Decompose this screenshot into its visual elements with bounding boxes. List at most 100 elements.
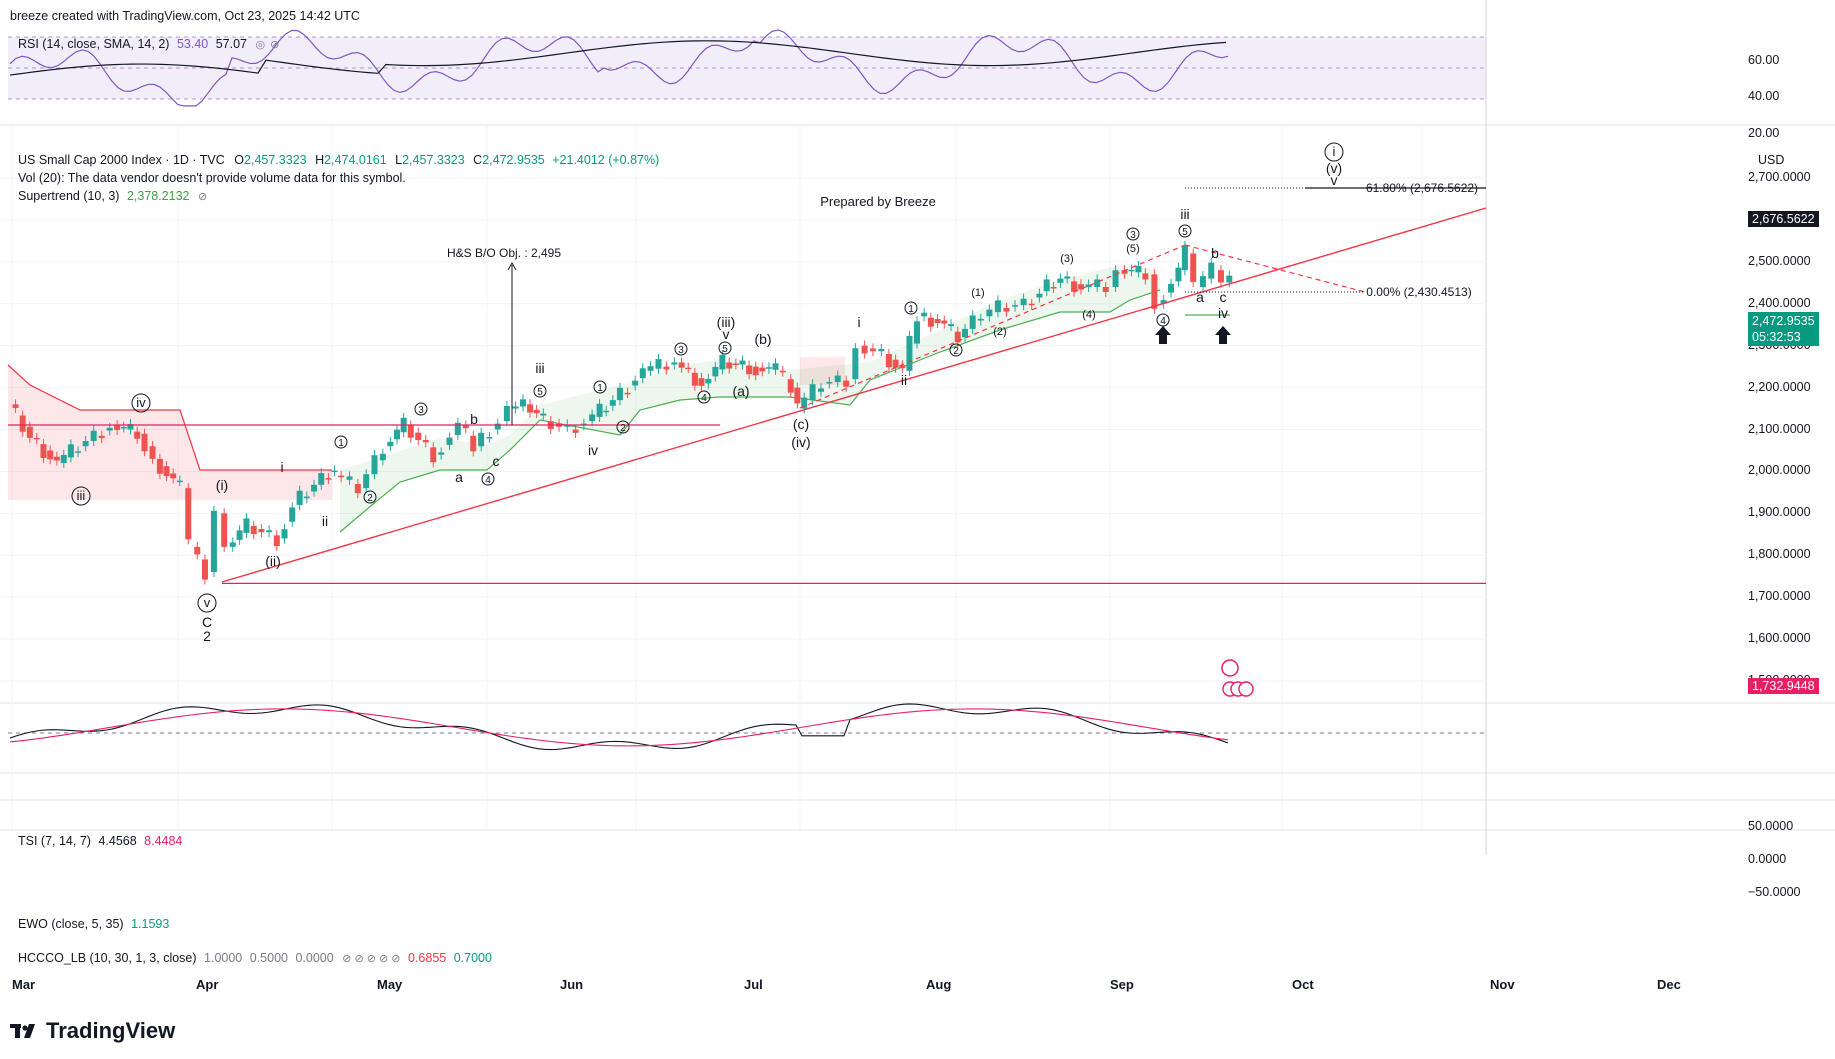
economic-event-icon — [1238, 681, 1254, 697]
candle-body — [379, 453, 386, 461]
last-price-tag: 2,472.9535 05:32:53 — [1748, 312, 1819, 346]
candle-body — [969, 315, 976, 329]
wave-iii-circled-ring — [71, 486, 91, 506]
disable-icon[interactable]: ⊘ — [270, 39, 280, 51]
candle-body — [1064, 276, 1071, 279]
wave-2-a-ring — [363, 490, 377, 504]
candle-body — [120, 426, 127, 429]
candle-body — [1020, 298, 1027, 306]
rsi-value: 53.40 — [176, 37, 209, 51]
prepared-by-label: Prepared by Breeze — [820, 194, 936, 209]
candle-body — [1071, 281, 1078, 292]
wave-iii-top: iii — [1180, 206, 1189, 222]
candle-body — [289, 507, 296, 522]
candle-body — [1151, 274, 1158, 309]
wave-5-b: 5 — [722, 344, 728, 355]
eye-icon[interactable]: ◎ — [255, 39, 266, 51]
wave-v-circled: v — [204, 595, 211, 610]
wave-i-circled-top: i — [1333, 144, 1336, 159]
candle-body — [1094, 279, 1101, 287]
candle-body — [462, 425, 469, 429]
price-tick-label: 2,700.0000 — [1748, 170, 1811, 184]
candle-body — [1142, 273, 1149, 280]
candle-body — [809, 384, 816, 401]
up-arrow-icon — [1155, 326, 1171, 344]
candle-body — [685, 367, 692, 370]
x-label-jun: Jun — [560, 977, 584, 992]
rsi-tick-40: 40.00 — [1748, 89, 1780, 103]
open-label: O — [234, 153, 245, 167]
candle-body — [869, 348, 876, 352]
candle-body — [141, 433, 148, 452]
candle-body — [906, 336, 913, 371]
candle-body — [1175, 267, 1182, 282]
candle-body — [752, 366, 759, 376]
wave-1-c: 1 — [908, 304, 914, 315]
candle-body — [671, 362, 678, 365]
wave-4-b-ring — [697, 390, 711, 404]
candle-body — [407, 425, 414, 438]
wave-i-paren: (i) — [216, 477, 228, 493]
candle-body — [422, 439, 429, 443]
wave-a-label: a — [455, 469, 463, 485]
wave-2-a: 2 — [367, 493, 373, 504]
change-value: +21.4012 (+0.87%) — [552, 153, 660, 167]
wave-3-a-ring — [414, 402, 428, 416]
wave-ii-paren: (ii) — [265, 553, 281, 569]
candle-body — [861, 345, 868, 354]
wave-5-b-ring — [718, 341, 732, 355]
x-label-oct: Oct — [1292, 977, 1314, 992]
candle-body — [726, 362, 733, 369]
candle-body — [787, 379, 794, 393]
candle-body — [977, 318, 984, 321]
candle-body — [258, 529, 265, 533]
wave-iv-label: iv — [588, 442, 598, 458]
wave-c-oct: c — [1220, 289, 1227, 305]
tsi-tick-neg50: −50.0000 — [1748, 885, 1801, 899]
candle-body — [163, 466, 170, 477]
candle-body — [53, 456, 60, 461]
candle-body — [817, 388, 824, 392]
candle-body — [1102, 286, 1109, 293]
wave-b-paren: (b) — [754, 331, 771, 347]
candle-body — [589, 414, 596, 422]
candle-body — [127, 424, 134, 430]
candle-body — [712, 366, 719, 377]
open-value: 2,457.3323 — [244, 153, 307, 167]
candle-body — [266, 530, 273, 533]
tradingview-logo-icon — [10, 1024, 35, 1038]
candle-body — [47, 450, 54, 460]
candle-body — [438, 452, 445, 455]
candle-body — [885, 354, 892, 368]
wave-3-b-ring — [674, 342, 688, 356]
tradingview-logo[interactable]: TradingView — [10, 1018, 175, 1044]
candle-body — [1128, 269, 1135, 272]
eye-icon[interactable]: ⊘ ⊘ ⊘ ⊘ ⊘ — [342, 953, 401, 965]
candle-body — [794, 387, 801, 404]
x-label-mar: Mar — [12, 977, 36, 992]
rsi-label: RSI (14, close, SMA, 14, 2) — [18, 37, 170, 51]
candle-body — [1160, 300, 1167, 304]
candle-body — [512, 406, 519, 409]
wave-4-c: 4 — [1160, 316, 1166, 327]
candle-body — [394, 429, 400, 440]
wave-ii-aug: ii — [901, 372, 907, 388]
fib-0-label: 0.00% (2,430.4513) — [1366, 285, 1471, 299]
candle-body — [82, 441, 89, 447]
supertrend-down-line — [7, 364, 332, 471]
wave-iv-circled-ring — [131, 393, 151, 413]
x-label-may: May — [377, 977, 403, 992]
wave-5-c-ring — [1178, 224, 1192, 238]
candle-body — [705, 378, 712, 384]
candle-body — [1208, 262, 1215, 279]
wave-2-b: 2 — [620, 423, 626, 434]
wave-i-circled-top-ring — [1324, 142, 1344, 162]
wave-1-a: 1 — [338, 438, 344, 449]
hccco-v5: 0.7000 — [453, 951, 492, 965]
candle-body — [134, 431, 141, 439]
disable-icon[interactable]: ⊘ — [197, 191, 208, 203]
currency-label[interactable]: USD — [1758, 153, 1785, 167]
candle-body — [494, 423, 501, 430]
candle-body — [986, 309, 993, 317]
